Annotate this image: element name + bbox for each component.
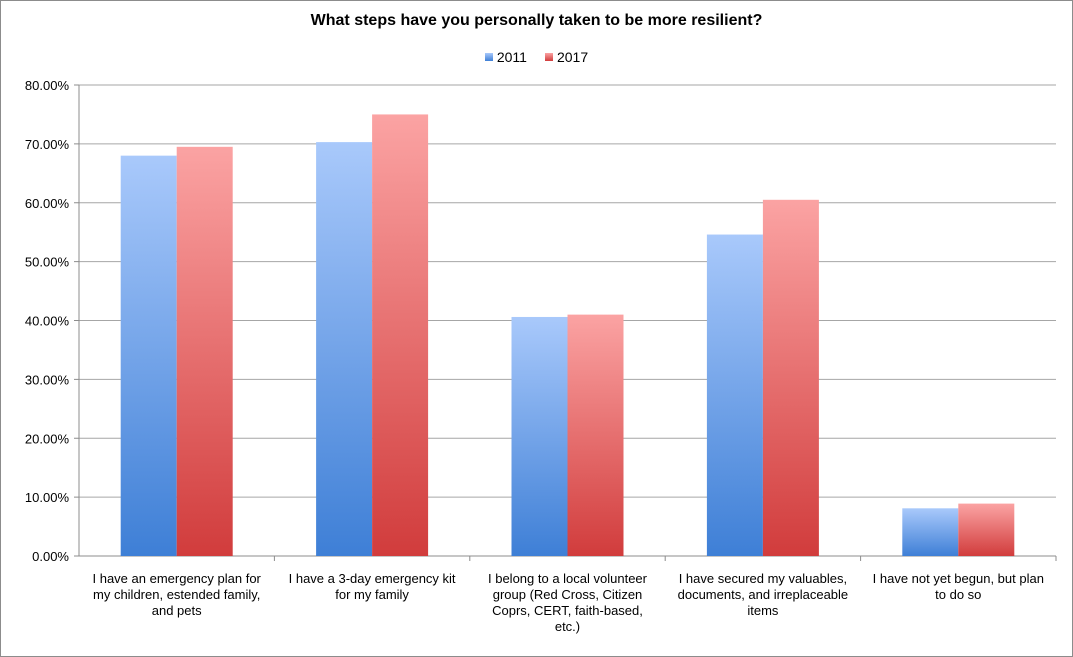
bar-2017	[762, 199, 819, 556]
category-label: I have secured my valuables, documents, a…	[678, 571, 849, 618]
y-tick-label: 30.00%	[25, 372, 70, 387]
bar-2011	[511, 316, 568, 556]
y-tick-label: 70.00%	[25, 137, 70, 152]
bar-2011	[706, 234, 763, 557]
category-label: I have an emergency plan for my children,…	[93, 571, 262, 618]
y-tick-label: 40.00%	[25, 314, 70, 329]
category-labels: I have an emergency plan for my children,…	[93, 571, 1044, 634]
legend-item-2011: 2011	[484, 49, 527, 65]
bar-2011	[316, 142, 373, 556]
y-tick-label: 60.00%	[25, 196, 70, 211]
legend-item-2017: 2017	[544, 49, 589, 65]
bar-2017	[372, 114, 429, 556]
legend-label-2017: 2017	[556, 49, 589, 65]
category-label: I have not yet begun, but plan to do so	[873, 571, 1044, 602]
legend-label-2011: 2011	[496, 49, 527, 65]
legend-swatch-2011	[484, 53, 493, 61]
bar-2017	[567, 314, 624, 556]
bar-2017	[958, 503, 1015, 556]
y-tick-labels: 0.00% 10.00% 20.00% 30.00% 40.00% 50.00% 60.00…	[25, 78, 70, 564]
y-tick-label: 50.00%	[25, 255, 70, 270]
bar-2011	[902, 508, 959, 556]
legend-swatch-2017	[544, 53, 553, 61]
bars	[120, 114, 1015, 557]
bar-2017	[176, 146, 233, 556]
bar-2011	[120, 155, 177, 556]
y-tick-label: 20.00%	[25, 431, 70, 446]
legend: 2011 2017	[0, 49, 1073, 65]
y-tick-label: 80.00%	[25, 78, 70, 93]
category-label: I belong to a local volunteer group (Red …	[488, 571, 648, 634]
y-tick-label: 0.00%	[32, 549, 69, 564]
chart-title: What steps have you personally taken to …	[310, 12, 763, 29]
y-tick-label: 10.00%	[25, 490, 70, 505]
category-label: I have a 3-day emergency kit for my famil…	[289, 571, 456, 602]
